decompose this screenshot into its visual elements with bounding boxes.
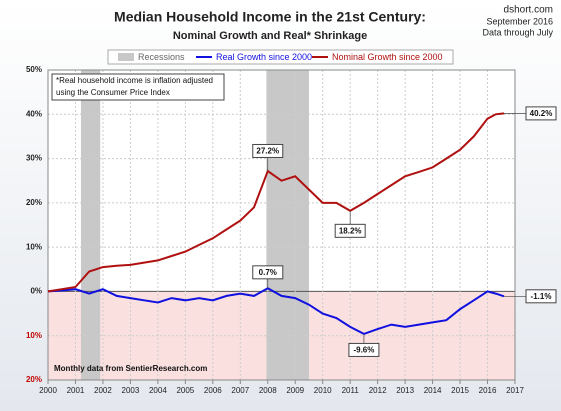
annotation-label: 0.7% [259,268,277,277]
note: *Real household income is inflation adju… [56,76,213,85]
x-tick-label: 2006 [204,386,222,395]
annotation-box [252,143,284,158]
annotation-label: 40.2% [530,109,553,118]
legend-box [107,49,454,65]
legend-swatch [118,53,134,61]
x-tick-label: 2003 [122,386,140,395]
y-tick-label: 20% [26,198,42,207]
x-tick-label: 2012 [369,386,387,395]
source: dshort.com [504,5,553,16]
annotation-box [334,223,366,238]
x-tick-label: 2002 [94,386,112,395]
y-tick-label: 40% [26,109,42,118]
y-tick-label: 30% [26,154,42,163]
x-tick-label: 2015 [451,386,469,395]
x-tick-label: 2007 [231,386,249,395]
x-tick-label: 2005 [176,386,194,395]
x-tick-label: 2017 [506,386,524,395]
x-tick-label: 2010 [314,386,332,395]
recession-band [80,70,101,380]
x-tick-label: 2004 [149,386,167,395]
x-tick-label: 2014 [424,386,442,395]
x-tick-label: 2001 [67,386,85,395]
plot-frame [47,69,516,381]
legend-label: Recessions [138,52,185,62]
annotation-label: -1.1% [531,292,552,301]
y-tick-label: 10% [26,242,42,251]
y-tick-label: 0% [30,287,42,296]
y-tick-label: 10% [26,331,42,340]
series-line [47,112,505,293]
y-tick-label: 50% [26,65,42,74]
series-line [47,287,505,335]
chart-subtitle: Nominal Growth and Real* Shrinkage [173,30,367,42]
y-tick-label: 20% [26,375,42,384]
recession-band [266,70,309,380]
note-box [51,73,225,101]
x-tick-label: 2000 [39,386,57,395]
x-tick-label: 2011 [342,386,360,395]
annotation-label: 18.2% [339,226,362,235]
source: Data through July [482,27,553,37]
legend-label: Nominal Growth since 2000 [332,52,443,62]
annotation-box [525,289,557,304]
footer: Monthly data from SentierResearch.com [54,364,207,373]
annotation-label: 27.2% [256,147,279,156]
x-tick-label: 2008 [259,386,277,395]
annotation-box [348,342,380,357]
annotation-box [525,106,557,121]
legend-label: Real Growth since 2000 [216,52,312,62]
x-tick-label: 2009 [286,386,304,395]
annotation-label: -9.6% [353,346,374,355]
annotation-box [252,265,284,280]
source: September 2016 [486,16,553,26]
note: using the Consumer Price Index [56,88,170,97]
x-tick-label: 2016 [479,386,497,395]
x-tick-label: 2013 [396,386,414,395]
chart-title: Median Household Income in the 21st Cent… [114,9,426,25]
